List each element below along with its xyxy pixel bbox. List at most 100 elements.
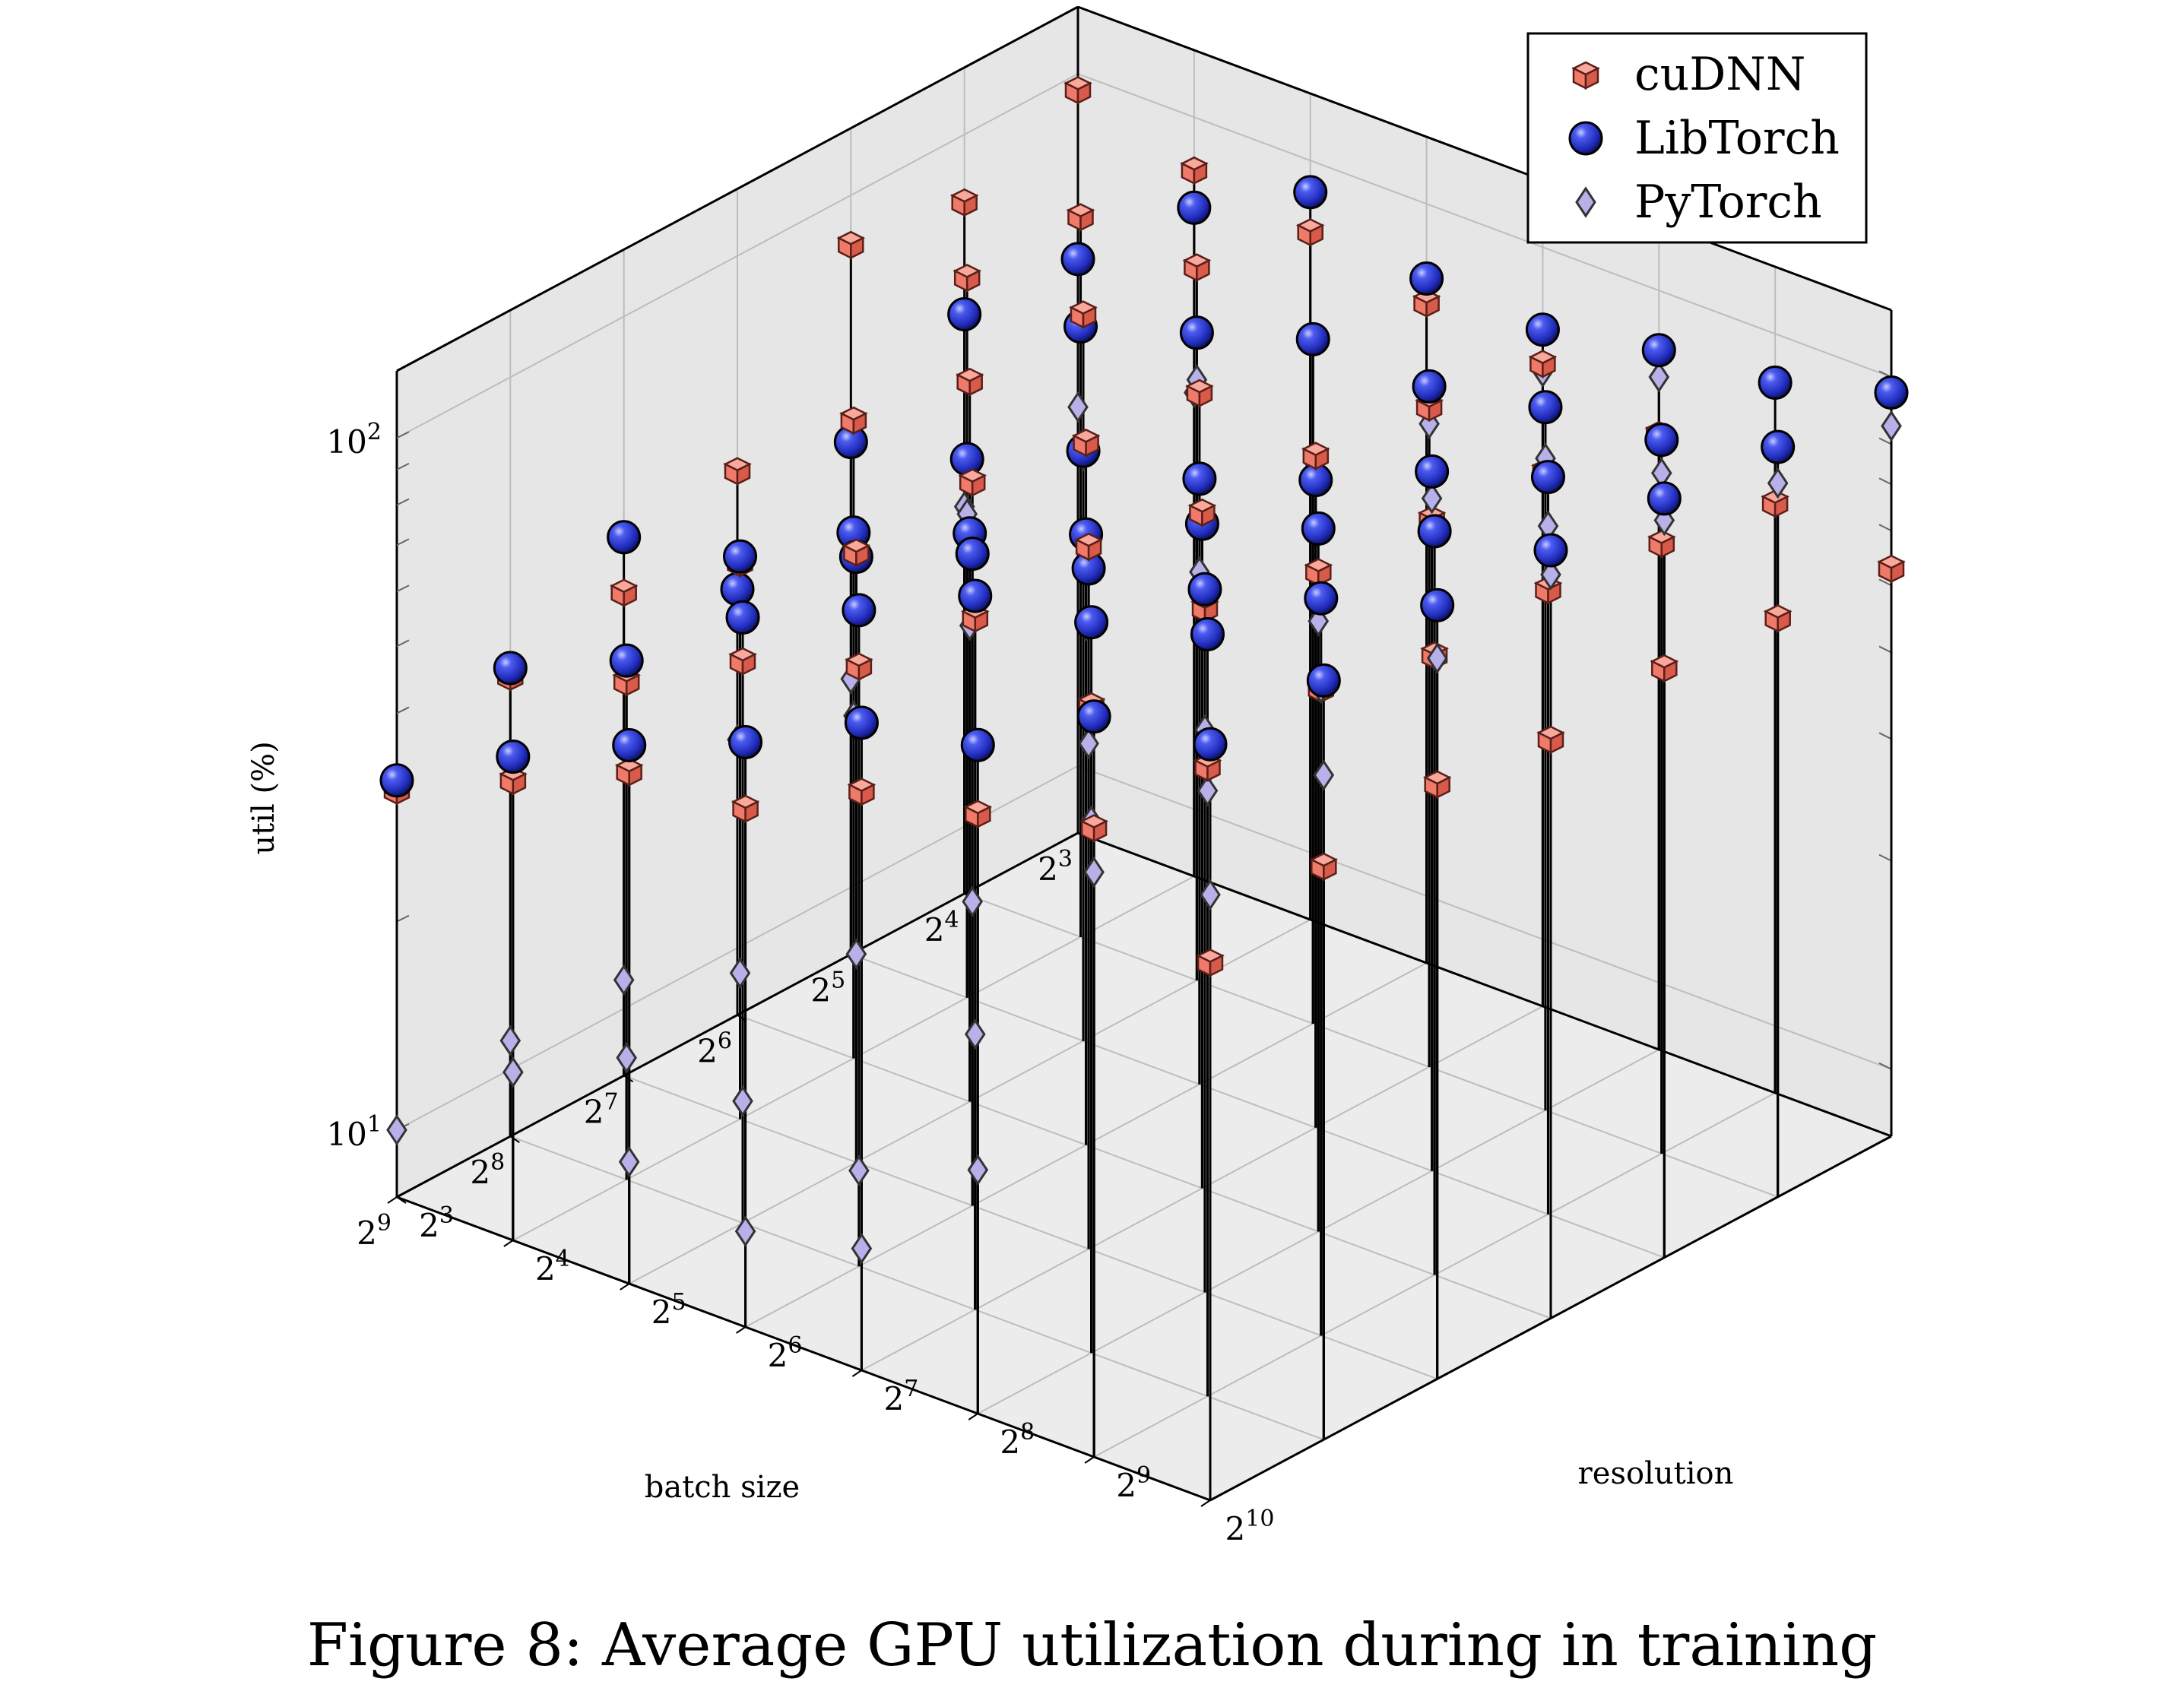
data-point-cudnn bbox=[1761, 489, 1789, 518]
data-point-libtorch bbox=[1193, 727, 1228, 762]
data-point-cudnn bbox=[953, 264, 981, 293]
data-point-cudnn bbox=[728, 647, 757, 676]
data-point-pytorch bbox=[1313, 759, 1335, 791]
data-point-cudnn bbox=[1536, 725, 1565, 755]
data-point-libtorch bbox=[949, 442, 984, 477]
data-point-libtorch bbox=[1528, 390, 1563, 425]
data-point-cudnn bbox=[1647, 530, 1676, 559]
data-point-libtorch bbox=[1179, 315, 1214, 350]
y-tick bbox=[620, 1283, 630, 1291]
data-point-libtorch bbox=[1076, 699, 1111, 734]
data-point-cudnn bbox=[1079, 814, 1108, 843]
y-tick-label: 27 bbox=[884, 1376, 919, 1417]
data-point-libtorch bbox=[1306, 663, 1341, 698]
y-tick-label: 26 bbox=[768, 1332, 803, 1374]
y-tick-label: 24 bbox=[535, 1246, 570, 1287]
y-tick bbox=[851, 1370, 862, 1377]
data-point-libtorch bbox=[720, 572, 755, 606]
data-point-cudnn bbox=[723, 457, 752, 486]
data-point-libtorch bbox=[379, 763, 414, 798]
data-point-libtorch bbox=[960, 727, 995, 762]
data-point-pytorch bbox=[1648, 361, 1670, 393]
x-tick-label: 24 bbox=[924, 907, 959, 949]
data-point-libtorch bbox=[1874, 375, 1909, 410]
data-point-pytorch bbox=[1540, 559, 1561, 591]
y-tick bbox=[1200, 1500, 1211, 1507]
z-tick bbox=[1878, 732, 1892, 740]
data-point-libtorch bbox=[493, 651, 528, 686]
right-wall-pane bbox=[1078, 7, 1891, 1136]
z-tick bbox=[396, 706, 410, 714]
data-point-libtorch bbox=[842, 593, 876, 628]
z-tick bbox=[396, 463, 410, 470]
data-point-libtorch bbox=[1187, 572, 1222, 606]
data-point-libtorch bbox=[947, 296, 982, 331]
y-tick-label: 29 bbox=[1116, 1462, 1151, 1504]
legend-label: LibTorch bbox=[1634, 112, 1840, 165]
data-point-pytorch bbox=[1078, 727, 1099, 760]
x-tick-label: 28 bbox=[470, 1149, 505, 1191]
data-point-cudnn bbox=[836, 230, 866, 260]
axis-line bbox=[396, 1196, 1211, 1502]
data-point-libtorch bbox=[496, 739, 531, 774]
y-tick-label: 28 bbox=[1000, 1419, 1035, 1461]
data-point-cudnn bbox=[958, 468, 987, 497]
legend-marker-libtorch bbox=[1568, 121, 1603, 156]
y-tick-label: 210 bbox=[1225, 1506, 1275, 1547]
data-point-libtorch bbox=[1412, 369, 1447, 404]
data-point-pytorch bbox=[613, 964, 635, 996]
x-axis-label: batch size bbox=[645, 1470, 800, 1505]
grid-line-x bbox=[850, 953, 1665, 1259]
tick-labels: 23 24 25 26 27 28 29 23 24 25 26 27 28 29 210 101 102 bbox=[326, 419, 1274, 1547]
data-point-cudnn bbox=[1309, 852, 1339, 882]
data-point-cudnn bbox=[1301, 442, 1330, 470]
data-point-libtorch bbox=[1644, 423, 1679, 458]
data-point-libtorch bbox=[723, 539, 758, 574]
grid-line-x bbox=[623, 1075, 1438, 1380]
data-point-pytorch bbox=[967, 1154, 989, 1186]
z-tick bbox=[1878, 477, 1892, 486]
z-tick bbox=[1878, 524, 1892, 532]
data-point-libtorch bbox=[1074, 605, 1109, 640]
data-point-libtorch bbox=[1182, 461, 1217, 496]
data-point-pytorch bbox=[1767, 467, 1789, 499]
data-point-cudnn bbox=[842, 538, 871, 568]
y-tick bbox=[968, 1413, 978, 1420]
z-tick bbox=[1878, 578, 1892, 587]
data-point-libtorch bbox=[1415, 454, 1450, 489]
data-point-pytorch bbox=[618, 1145, 640, 1178]
y-tick bbox=[503, 1240, 514, 1247]
data-point-pytorch bbox=[729, 957, 751, 990]
data-point-pytorch bbox=[962, 885, 984, 918]
data-point-cudnn bbox=[955, 367, 984, 397]
y-tick bbox=[387, 1196, 398, 1204]
data-point-cudnn bbox=[963, 800, 993, 828]
data-point-libtorch bbox=[607, 520, 642, 555]
data-point-pytorch bbox=[1426, 642, 1448, 674]
data-point-libtorch bbox=[1295, 321, 1330, 356]
y-axis-label: resolution bbox=[1578, 1456, 1734, 1491]
data-point-libtorch bbox=[1758, 366, 1793, 401]
axis-line bbox=[1077, 831, 1892, 1138]
data-point-cudnn bbox=[1185, 378, 1214, 408]
data-point-cudnn bbox=[847, 777, 876, 806]
data-point-libtorch bbox=[1525, 312, 1560, 347]
data-point-libtorch bbox=[1177, 190, 1212, 225]
data-point-libtorch bbox=[1530, 460, 1565, 495]
data-point-cudnn bbox=[1650, 654, 1679, 683]
data-point-libtorch bbox=[725, 600, 760, 635]
x-tick-label: 23 bbox=[1038, 846, 1073, 888]
grid-line-x bbox=[737, 1014, 1552, 1319]
legend: cuDNN LibTorch PyTorch bbox=[1526, 32, 1868, 244]
data-point-cudnn bbox=[1071, 429, 1101, 458]
z-tick bbox=[1878, 1062, 1892, 1070]
data-point-pytorch bbox=[1067, 391, 1089, 423]
z-axis-label: util (%) bbox=[246, 741, 281, 854]
z-tick bbox=[1878, 854, 1892, 862]
z-tick bbox=[396, 914, 410, 923]
data-point-cudnn bbox=[609, 578, 639, 607]
data-point-pytorch bbox=[1200, 879, 1221, 911]
grid-line-x bbox=[509, 1135, 1324, 1441]
data-point-pytorch bbox=[964, 1018, 986, 1050]
x-tick-label: 25 bbox=[810, 968, 845, 1009]
